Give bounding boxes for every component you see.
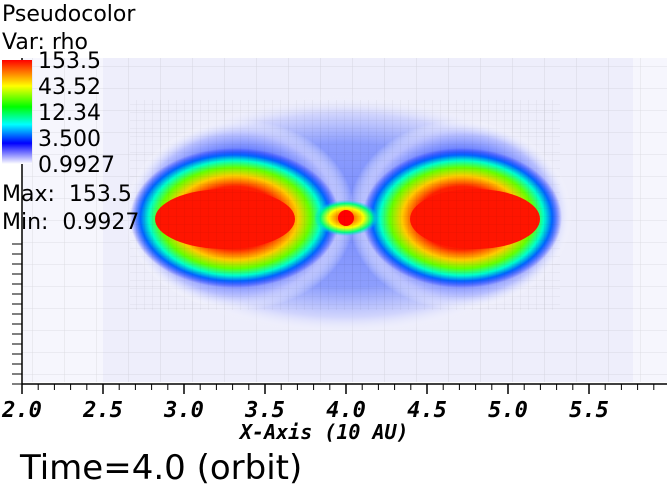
legend-min: Min: 0.9927	[2, 210, 140, 235]
x-tick-label: 3.0	[164, 398, 204, 423]
x-tick-label: 5.0	[488, 398, 528, 423]
x-axis-title: X-Axis (10 AU)	[240, 420, 409, 444]
x-tick-label: 2.5	[83, 398, 123, 423]
legend-tick-label: 153.5	[38, 49, 101, 74]
legend-max: Max: 153.5	[2, 182, 132, 207]
legend-color-bar	[2, 60, 32, 164]
legend-tick-label: 43.52	[38, 75, 101, 100]
x-tick-label: 4.0	[326, 398, 366, 423]
y-axis-ticks	[12, 243, 22, 385]
legend-variable: Var: rho	[2, 30, 88, 55]
x-tick-label: 2.0	[2, 398, 42, 423]
x-axis-ticks	[21, 384, 655, 394]
time-annotation: Time=4.0 (orbit)	[20, 448, 303, 488]
legend-tick-label: 12.34	[38, 101, 101, 126]
legend-tick-label: 3.500	[38, 127, 101, 152]
x-tick-label: 4.5	[407, 398, 447, 423]
legend-tick-label: 0.9927	[38, 153, 115, 178]
x-tick-label: 3.5	[245, 398, 285, 423]
legend-plot-type: Pseudocolor	[2, 2, 136, 27]
x-tick-label: 5.5	[569, 398, 609, 423]
